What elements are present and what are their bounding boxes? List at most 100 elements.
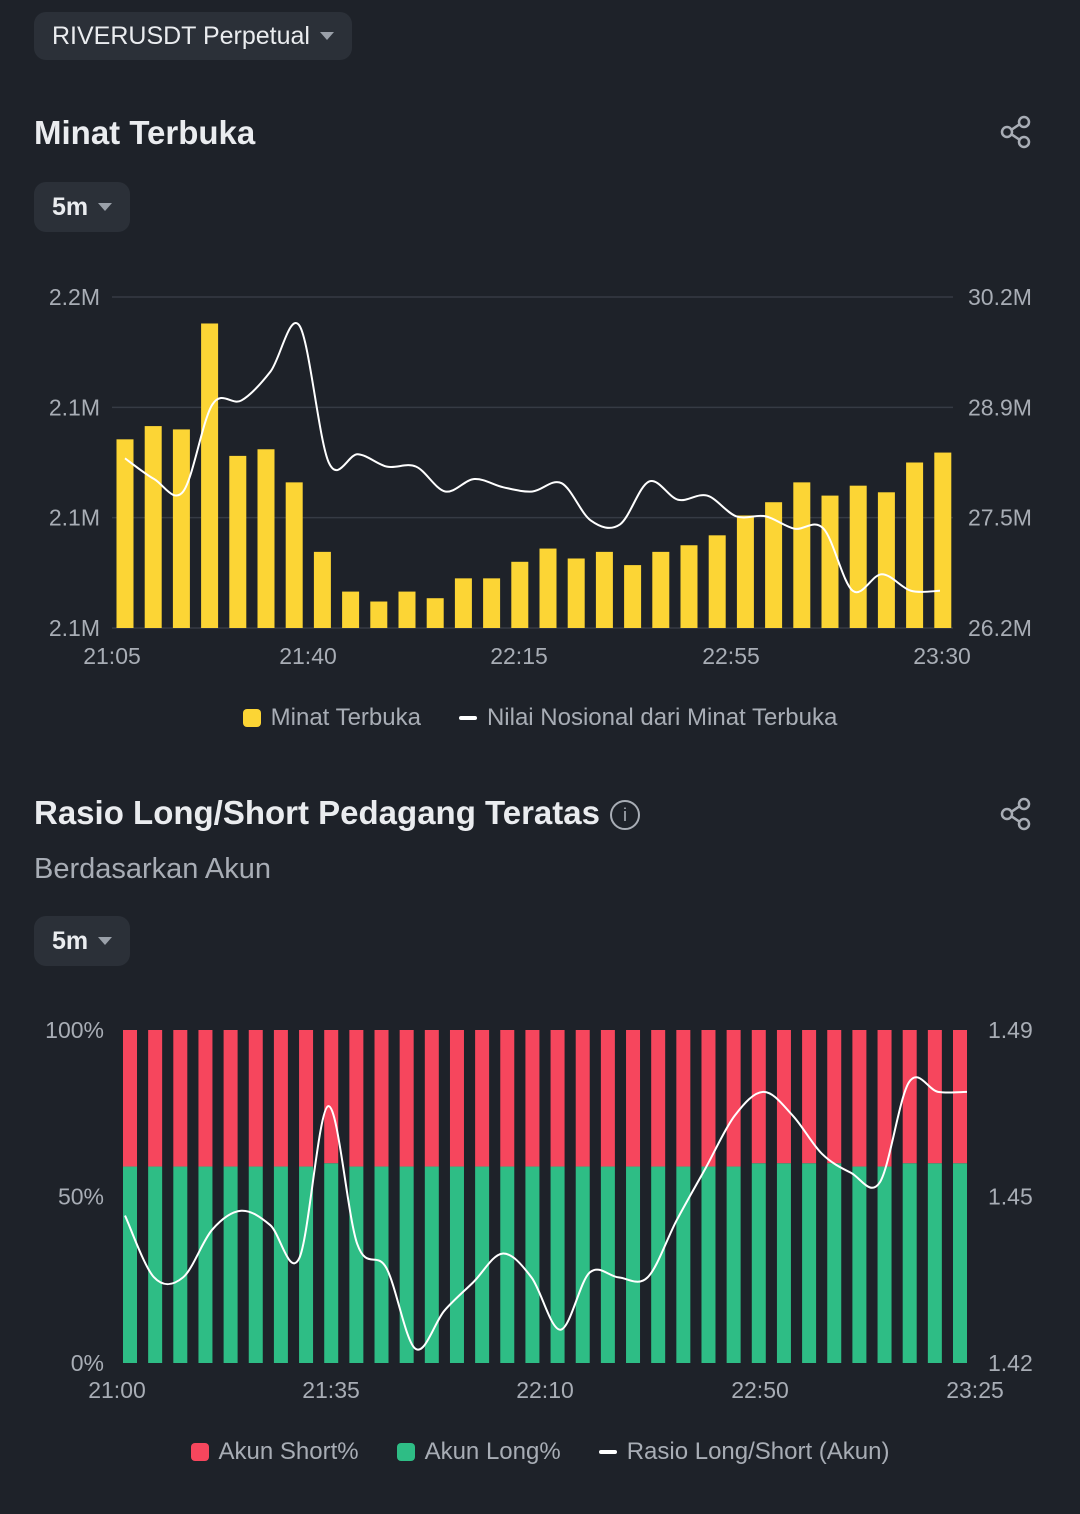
long-bar [575, 1166, 590, 1363]
x-tick-label: 21:00 [88, 1377, 146, 1403]
legend-label: Akun Long% [424, 1438, 561, 1465]
oi-bar [454, 578, 472, 628]
ratio-line [124, 1076, 968, 1351]
x-tick-label: 23:30 [913, 643, 971, 669]
oi-bar [906, 462, 924, 628]
oi-bar [821, 495, 839, 628]
legend-item-open-interest[interactable]: Minat Terbuka [242, 704, 421, 732]
symbol-selector[interactable]: RIVERUSDT Perpetual [34, 12, 352, 60]
oi-bar [567, 558, 585, 628]
long-bar [399, 1166, 414, 1363]
long-bar [626, 1166, 641, 1363]
oi-bar [116, 439, 134, 628]
oi-bar [201, 323, 219, 628]
legend-item-long[interactable]: Akun Long% [396, 1438, 561, 1466]
y-right-tick-label: 30.2M [968, 284, 1032, 310]
short-bar [374, 1030, 389, 1167]
long-bar [877, 1166, 892, 1363]
legend-label: Nilai Nosional dari Minat Terbuka [486, 704, 838, 731]
ls-ratio-subtitle: Berdasarkan Akun [34, 853, 271, 885]
oi-bar [285, 482, 303, 628]
legend-item-notional[interactable]: Nilai Nosional dari Minat Terbuka [458, 704, 838, 732]
legend-swatch-yellow [242, 709, 261, 727]
legend-label: Akun Short% [218, 1438, 359, 1465]
short-bar [198, 1030, 213, 1167]
long-bar [776, 1163, 791, 1363]
long-bar [500, 1166, 515, 1363]
short-bar [902, 1030, 917, 1164]
legend-item-ratio[interactable]: Rasio Long/Short (Akun) [598, 1438, 890, 1466]
chevron-down-icon [319, 32, 334, 40]
oi-bar [313, 551, 331, 628]
notional-line [124, 322, 941, 594]
share-icon[interactable] [998, 796, 1034, 832]
short-bar [701, 1030, 716, 1167]
oi-interval-selector[interactable]: 5m [34, 182, 131, 232]
long-bar [299, 1166, 314, 1363]
oi-bar [539, 548, 557, 628]
long-bar [802, 1163, 817, 1363]
long-bar [349, 1166, 364, 1363]
oi-bar [624, 565, 642, 628]
y-right-tick-label: 26.2M [968, 615, 1032, 641]
open-interest-chart: 2.2M 2.1M 2.1M 2.1M 30.2M 28.9M 27.5M 26.2M 21:0… [49, 284, 1032, 669]
short-bar [575, 1030, 590, 1167]
long-bar [751, 1163, 766, 1363]
short-bar [877, 1030, 892, 1167]
open-interest-title: Minat Terbuka [34, 114, 256, 151]
y-right-tick-label: 1.49 [988, 1017, 1033, 1043]
oi-legend: Minat Terbuka Nilai Nosional dari Minat … [0, 704, 1080, 732]
short-bar [399, 1030, 414, 1167]
short-bar [626, 1030, 641, 1167]
oi-bar [257, 449, 275, 628]
long-bar [701, 1166, 716, 1363]
oi-bar [172, 429, 190, 628]
oi-bar [652, 551, 670, 628]
long-bar [676, 1166, 691, 1363]
symbol-label: RIVERUSDT Perpetual [52, 21, 310, 50]
short-bar [651, 1030, 666, 1167]
short-bar [500, 1030, 515, 1167]
x-tick-label: 21:35 [302, 1377, 360, 1403]
oi-interval-label: 5m [52, 192, 89, 221]
short-bar [953, 1030, 967, 1164]
y-left-tick-label: 2.2M [49, 284, 100, 310]
y-left-tick-label: 0% [71, 1350, 104, 1376]
ls-legend: Akun Short% Akun Long% Rasio Long/Short … [0, 1438, 1080, 1466]
short-bar [424, 1030, 439, 1167]
legend-item-short[interactable]: Akun Short% [190, 1438, 359, 1466]
x-tick-label: 21:40 [279, 643, 337, 669]
y-left-tick-label: 2.1M [49, 394, 100, 420]
legend-line-white [598, 1450, 617, 1454]
info-icon[interactable]: i [609, 800, 640, 831]
long-bar [475, 1166, 490, 1363]
oi-bar [426, 598, 444, 628]
short-bar [148, 1030, 163, 1167]
legend-line-white [458, 716, 477, 720]
long-bar [525, 1166, 540, 1363]
x-tick-label: 22:50 [731, 1377, 789, 1403]
oi-bar [483, 578, 501, 628]
share-icon[interactable] [998, 114, 1034, 150]
short-bar [324, 1030, 339, 1164]
ls-interval-label: 5m [52, 926, 89, 955]
x-tick-label: 22:10 [516, 1377, 574, 1403]
short-bar [349, 1030, 364, 1167]
ls-ratio-title-text: Rasio Long/Short Pedagang Teratas [34, 794, 600, 831]
long-bar [449, 1166, 464, 1363]
long-bar [651, 1166, 666, 1363]
long-bar [148, 1166, 163, 1363]
short-bar [550, 1030, 565, 1167]
short-bar [852, 1030, 867, 1167]
short-bar [299, 1030, 314, 1167]
long-bar [248, 1166, 263, 1363]
short-bar [600, 1030, 615, 1167]
legend-swatch-green [396, 1443, 415, 1461]
ls-interval-selector[interactable]: 5m [34, 916, 131, 966]
oi-bar [398, 591, 416, 628]
y-right-tick-label: 28.9M [968, 394, 1032, 420]
oi-bar [595, 551, 613, 628]
short-bar [827, 1030, 842, 1164]
x-tick-label: 21:05 [83, 643, 141, 669]
chevron-down-icon [98, 937, 113, 945]
